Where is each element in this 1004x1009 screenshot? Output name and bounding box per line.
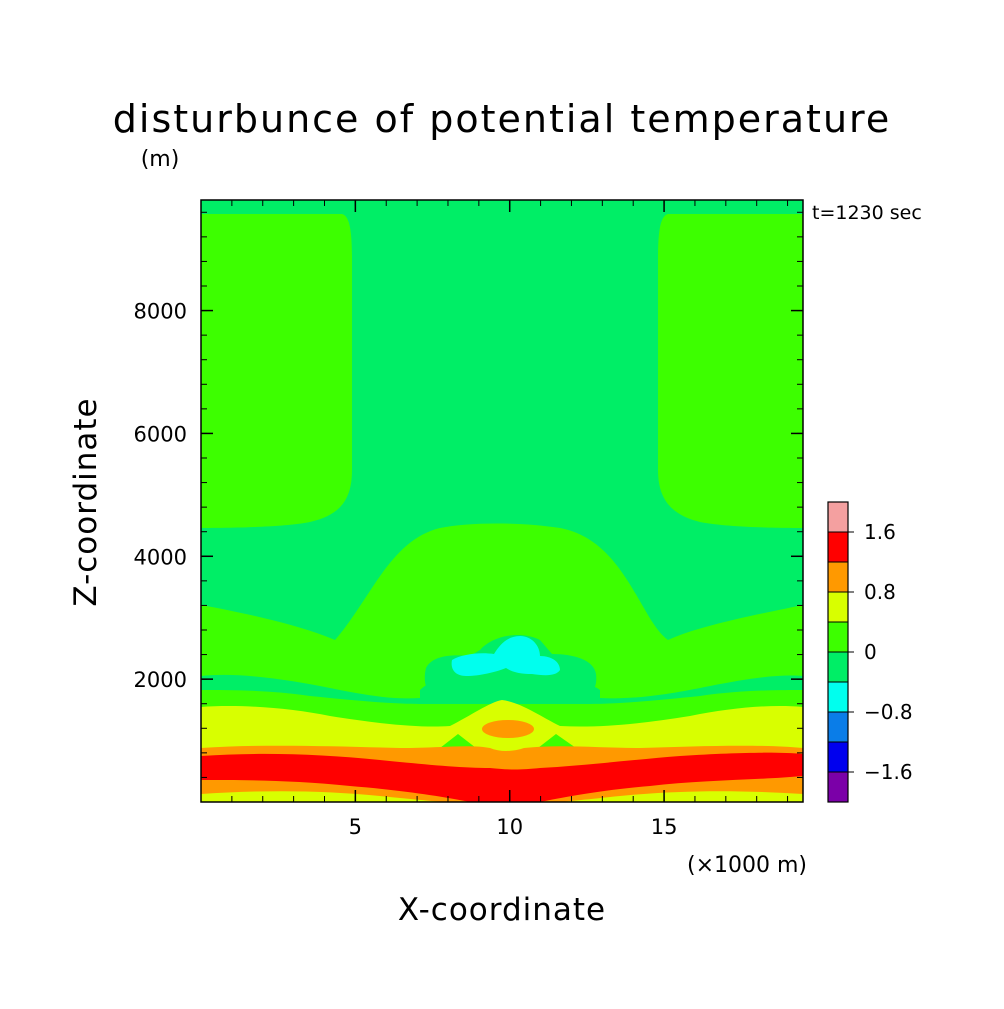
y-tick-label: 4000 (134, 545, 187, 569)
y-tick-label: 6000 (134, 422, 187, 446)
time-label: t=1230 sec (812, 202, 922, 224)
colorbar-swatch (828, 592, 848, 622)
colorbar-swatch (828, 712, 848, 742)
colorbar: 1.6 0.8 0 −0.8 −1.6 (827, 501, 913, 803)
colorbar-label: 0.8 (864, 580, 896, 604)
y-unit-label: (m) (141, 147, 180, 172)
colorbar-label: −1.6 (864, 760, 913, 784)
colorbar-swatch (828, 742, 848, 772)
y-axis-label: Z-coordinate (68, 397, 104, 606)
x-unit-label: (×1000 m) (687, 853, 807, 878)
colorbar-swatch (828, 502, 848, 532)
x-tick-label: 10 (496, 815, 523, 839)
chart-title: disturbunce of potential temperature (113, 97, 891, 141)
colorbar-swatch (828, 562, 848, 592)
colorbar-swatch (828, 622, 848, 652)
contour-region-neutral-upper (201, 200, 803, 640)
x-axis-label: X-coordinate (398, 892, 606, 928)
contour-region-band-bottom (201, 791, 450, 802)
x-tick-label: 5 (349, 815, 362, 839)
x-tick-label: 15 (651, 815, 678, 839)
contour-region-negative-anomaly (451, 636, 560, 676)
contour-field (201, 200, 803, 802)
contour-region-diamond-left (440, 734, 476, 748)
contour-region-orange-blob (482, 720, 534, 738)
colorbar-swatch (828, 532, 848, 562)
colorbar-swatch (828, 682, 848, 712)
colorbar-swatch (828, 772, 848, 802)
colorbar-label: 1.6 (864, 520, 896, 544)
colorbar-label: 0 (864, 640, 877, 664)
plot-frame (200, 199, 804, 803)
colorbar-label: −0.8 (864, 700, 913, 724)
contour-region-band-bottom-right (555, 791, 803, 802)
contour-region-diamond-right (538, 734, 576, 748)
contour-region-band-red (201, 752, 803, 802)
axes: 5 10 15 2000 4000 6000 8000 (134, 200, 803, 839)
y-tick-label: 2000 (134, 668, 187, 692)
colorbar-swatch (828, 652, 848, 682)
y-tick-label: 8000 (134, 300, 187, 324)
